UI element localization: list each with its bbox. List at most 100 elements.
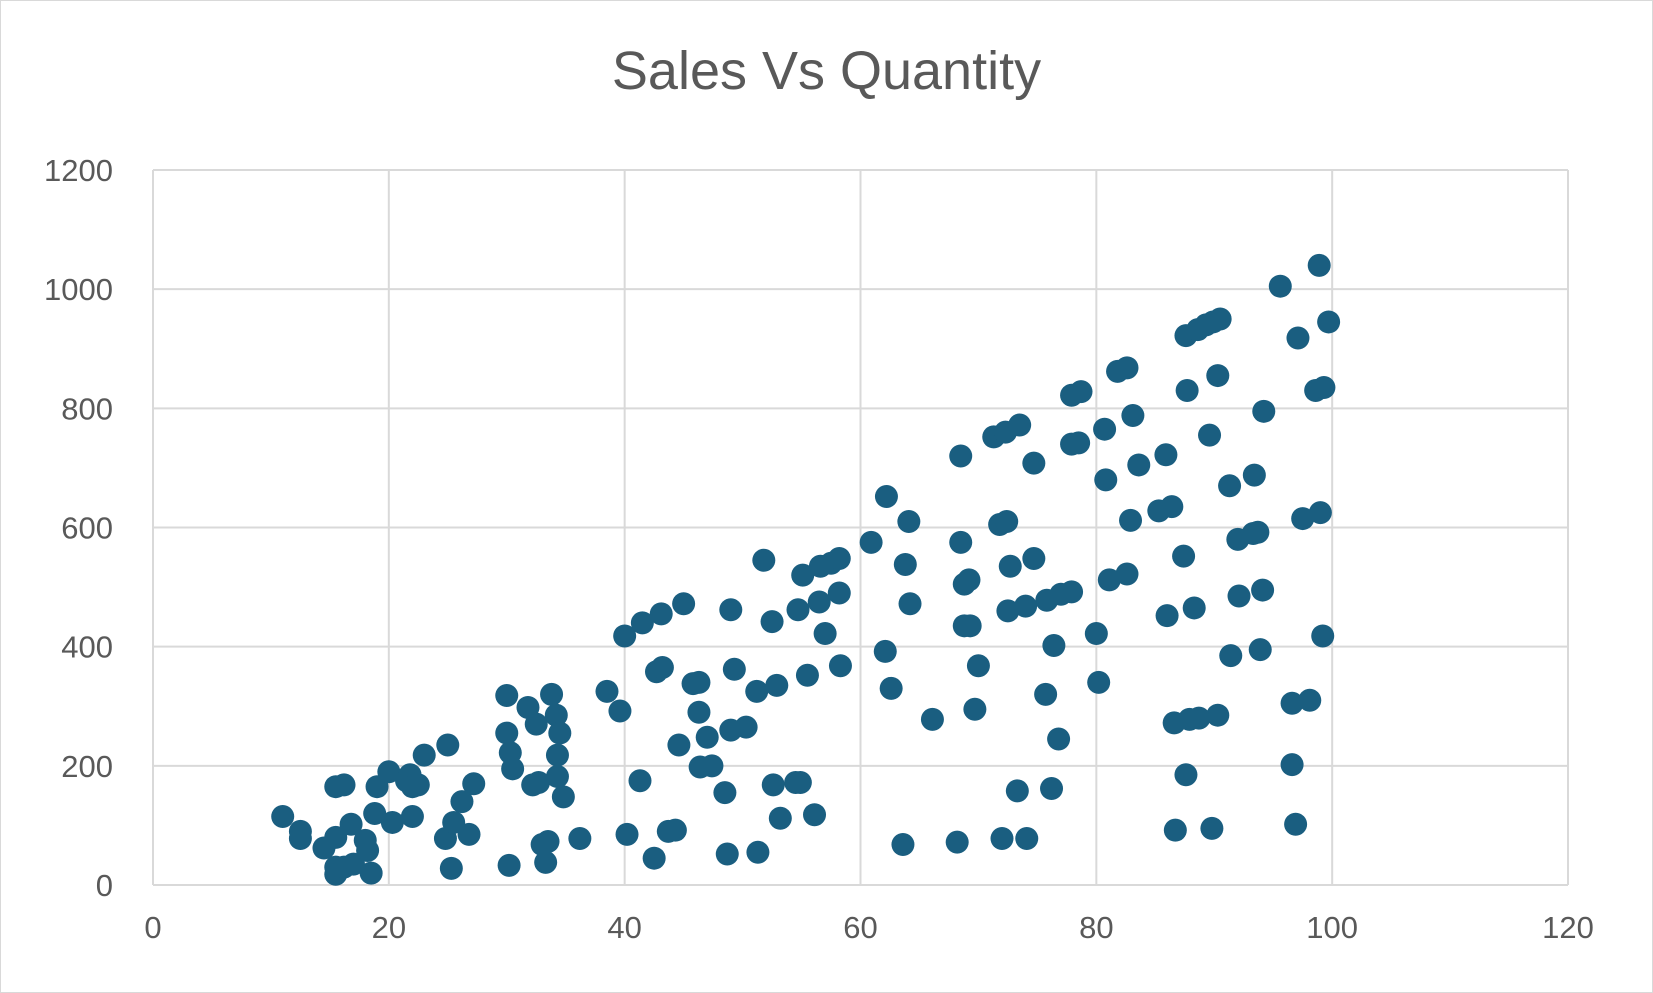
data-point (957, 568, 981, 592)
data-point (1251, 578, 1275, 602)
data-point (356, 838, 380, 862)
data-point (1298, 688, 1322, 712)
x-tick-label: 20 (372, 910, 406, 945)
data-point (687, 700, 711, 724)
data-point (1094, 468, 1118, 492)
data-point (1155, 604, 1179, 628)
data-point (1084, 622, 1108, 646)
data-point (1121, 403, 1145, 427)
data-point (1311, 624, 1335, 648)
data-point (497, 853, 521, 877)
data-point (1034, 682, 1058, 706)
data-point (1005, 779, 1029, 803)
x-tick-label: 80 (1079, 910, 1113, 945)
data-point (1248, 638, 1272, 662)
data-point (545, 743, 569, 767)
data-point (1097, 568, 1121, 592)
y-tick-label: 400 (61, 630, 113, 665)
data-point (1317, 310, 1341, 334)
data-point (990, 827, 1014, 851)
data-point (1206, 364, 1230, 388)
data-point (893, 552, 917, 576)
data-point (1115, 356, 1139, 380)
data-point (1312, 375, 1336, 399)
data-point (324, 825, 348, 849)
data-point (803, 803, 827, 827)
data-point (734, 715, 758, 739)
data-point (879, 676, 903, 700)
data-point (920, 707, 944, 731)
data-point (807, 590, 831, 614)
data-point (1284, 812, 1308, 836)
data-point (1280, 753, 1304, 777)
x-tick-label: 40 (607, 910, 641, 945)
data-point (1280, 691, 1304, 715)
data-point (713, 781, 737, 805)
data-point (813, 622, 837, 646)
data-point (1268, 274, 1292, 298)
y-tick-label: 200 (61, 749, 113, 784)
data-point (1286, 326, 1310, 350)
data-point (874, 485, 898, 509)
data-point (827, 581, 851, 605)
data-point (1246, 520, 1270, 544)
data-point (791, 563, 815, 587)
data-point (1047, 727, 1071, 751)
data-point (715, 842, 739, 866)
data-point (548, 721, 572, 745)
data-point (1015, 827, 1039, 851)
data-point (966, 654, 990, 678)
data-point (1008, 413, 1032, 437)
data-point (700, 754, 724, 778)
data-point (536, 830, 560, 854)
data-point (1163, 818, 1187, 842)
data-point (642, 846, 666, 870)
data-point (412, 743, 436, 767)
data-point (873, 639, 897, 663)
data-point (1291, 507, 1315, 531)
data-point (1242, 463, 1266, 487)
data-point (1042, 633, 1066, 657)
data-point (1182, 596, 1206, 620)
data-point (545, 765, 569, 789)
data-point (534, 850, 558, 874)
data-point (450, 790, 474, 814)
data-point (540, 682, 564, 706)
data-point (949, 530, 973, 554)
data-point (595, 679, 619, 703)
y-tick-label: 0 (96, 868, 113, 903)
data-point (1175, 378, 1199, 402)
data-point (527, 771, 551, 795)
x-tick-label: 0 (144, 910, 161, 945)
data-point (544, 703, 568, 727)
data-point (288, 827, 312, 851)
data-point (628, 769, 652, 793)
data-point (495, 684, 519, 708)
data-point (1127, 453, 1151, 477)
data-point (457, 822, 481, 846)
data-point (501, 757, 525, 781)
data-point (649, 602, 673, 626)
data-point (722, 657, 746, 681)
data-point (1219, 644, 1243, 668)
data-point (898, 592, 922, 616)
data-point (1200, 816, 1224, 840)
data-point (524, 712, 548, 736)
data-point (1218, 474, 1242, 498)
data-point (1069, 380, 1093, 404)
data-point (332, 773, 356, 797)
data-point (788, 771, 812, 795)
data-point (746, 840, 770, 864)
data-point (271, 804, 295, 828)
data-point (663, 818, 687, 842)
data-point (761, 773, 785, 797)
data-point (1187, 706, 1211, 730)
data-point (786, 598, 810, 622)
y-tick-label: 800 (61, 391, 113, 426)
data-point (897, 510, 921, 534)
y-tick-label: 600 (61, 511, 113, 546)
x-tick-label: 60 (843, 910, 877, 945)
data-point (859, 530, 883, 554)
data-point (400, 804, 424, 828)
